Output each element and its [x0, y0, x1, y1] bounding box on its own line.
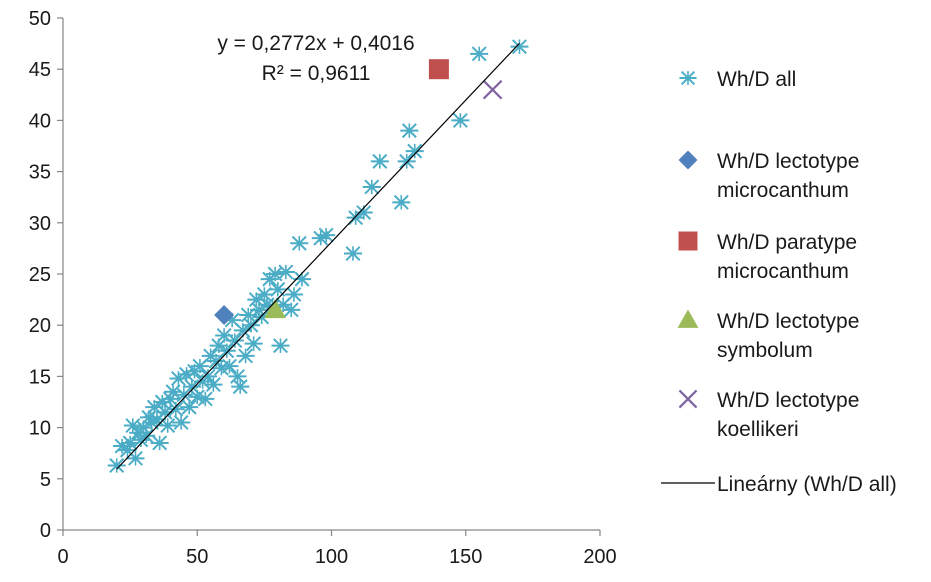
data-point: [428, 59, 449, 80]
data-point: [137, 428, 156, 444]
series-special-1: [214, 304, 235, 325]
legend-item: Wh/D lectotype symbolum: [677, 309, 859, 362]
data-point: [228, 368, 247, 384]
data-point: [244, 336, 263, 352]
trendline: [116, 42, 520, 470]
data-point: [264, 298, 287, 319]
data-point: [231, 379, 250, 395]
x-tick-label: 50: [186, 546, 208, 568]
data-point: [276, 264, 295, 280]
data-point: [204, 377, 223, 393]
legend-item: Wh/D lectotype koellikeri: [678, 389, 859, 441]
series-special-2: [428, 59, 449, 80]
legend-label: microcanthum: [717, 260, 849, 283]
data-point: [225, 333, 244, 349]
data-point: [158, 418, 177, 434]
legend-label: Wh/D paratype: [717, 231, 857, 254]
x-tick-label: 150: [449, 546, 482, 568]
series-special-4: [482, 79, 503, 100]
data-point: [362, 179, 381, 195]
series-all: [107, 39, 529, 473]
data-point: [166, 401, 185, 417]
data-point: [370, 153, 389, 169]
data-point: [343, 246, 362, 261]
y-tick-label: 25: [29, 264, 51, 286]
data-point: [220, 358, 239, 374]
triangle-legend-icon: [677, 309, 699, 328]
axes: 0 5 10 15 20 25 30 35 40 45 50 0 50 100 150 200: [29, 8, 617, 568]
trendline-equation: y = 0,2772x + 0,4016 R² = 0,9611: [217, 32, 414, 85]
legend-label: Wh/D lectotype: [717, 310, 859, 333]
legend-label: koellikeri: [717, 418, 799, 441]
y-tick-label: 15: [29, 366, 51, 388]
data-point: [121, 435, 140, 451]
data-point: [241, 317, 260, 333]
legend-item: Lineárny (Wh/D all): [661, 473, 897, 496]
series-special-3: [264, 298, 287, 319]
data-point: [451, 112, 470, 128]
data-point: [198, 368, 217, 384]
trendline-line: [116, 42, 520, 470]
data-point: [510, 39, 529, 55]
legend-item: Wh/D paratype microcanthum: [678, 231, 857, 283]
asterisk-legend-icon: [679, 70, 697, 86]
x-tick-label: 100: [315, 546, 348, 568]
data-point: [217, 343, 236, 359]
data-point: [164, 384, 183, 400]
y-tick-label: 0: [40, 520, 51, 542]
data-point: [266, 266, 285, 282]
data-point: [271, 338, 290, 354]
data-point: [317, 227, 336, 243]
data-point: [392, 194, 411, 210]
legend-label: Wh/D lectotype: [717, 389, 859, 412]
data-point: [405, 143, 424, 159]
y-tick-label: 35: [29, 162, 51, 184]
legend-item: Wh/D all: [679, 68, 796, 91]
data-point: [236, 348, 255, 364]
y-tick-label: 20: [29, 315, 51, 337]
data-point: [282, 302, 301, 318]
legend-label: Wh/D lectotype: [717, 150, 859, 173]
legend-label: symbolum: [717, 339, 813, 362]
data-point: [284, 287, 303, 302]
legend-label: microcanthum: [717, 179, 849, 202]
data-point: [196, 391, 215, 407]
data-point: [150, 435, 169, 451]
data-point: [292, 271, 311, 287]
data-point: [470, 46, 489, 62]
legend-label: Lineárny (Wh/D all): [717, 473, 897, 496]
data-point: [290, 235, 309, 251]
square-legend-icon: [678, 231, 698, 251]
x-tick-label: 0: [57, 546, 68, 568]
data-point: [180, 399, 199, 415]
data-point: [400, 123, 419, 139]
diamond-legend-icon: [678, 150, 698, 170]
data-point: [126, 450, 145, 466]
data-point: [482, 79, 503, 100]
x-legend-icon: [678, 389, 698, 409]
data-point: [397, 153, 416, 169]
y-tick-label: 30: [29, 213, 51, 235]
legend-item: Wh/D lectotype microcanthum: [678, 150, 859, 202]
data-point: [214, 304, 235, 325]
legend-label: Wh/D all: [717, 68, 796, 91]
data-point: [268, 281, 287, 297]
y-tick-label: 5: [40, 469, 51, 491]
x-tick-label: 200: [583, 546, 616, 568]
y-tick-label: 10: [29, 418, 51, 440]
y-tick-label: 50: [29, 8, 51, 30]
y-tick-label: 45: [29, 59, 51, 81]
equation-label: y = 0,2772x + 0,4016: [217, 32, 414, 55]
data-point: [172, 415, 191, 430]
r-squared-label: R² = 0,9611: [262, 62, 371, 85]
data-points: [107, 39, 529, 473]
y-tick-label: 40: [29, 110, 51, 132]
data-point: [107, 458, 126, 473]
